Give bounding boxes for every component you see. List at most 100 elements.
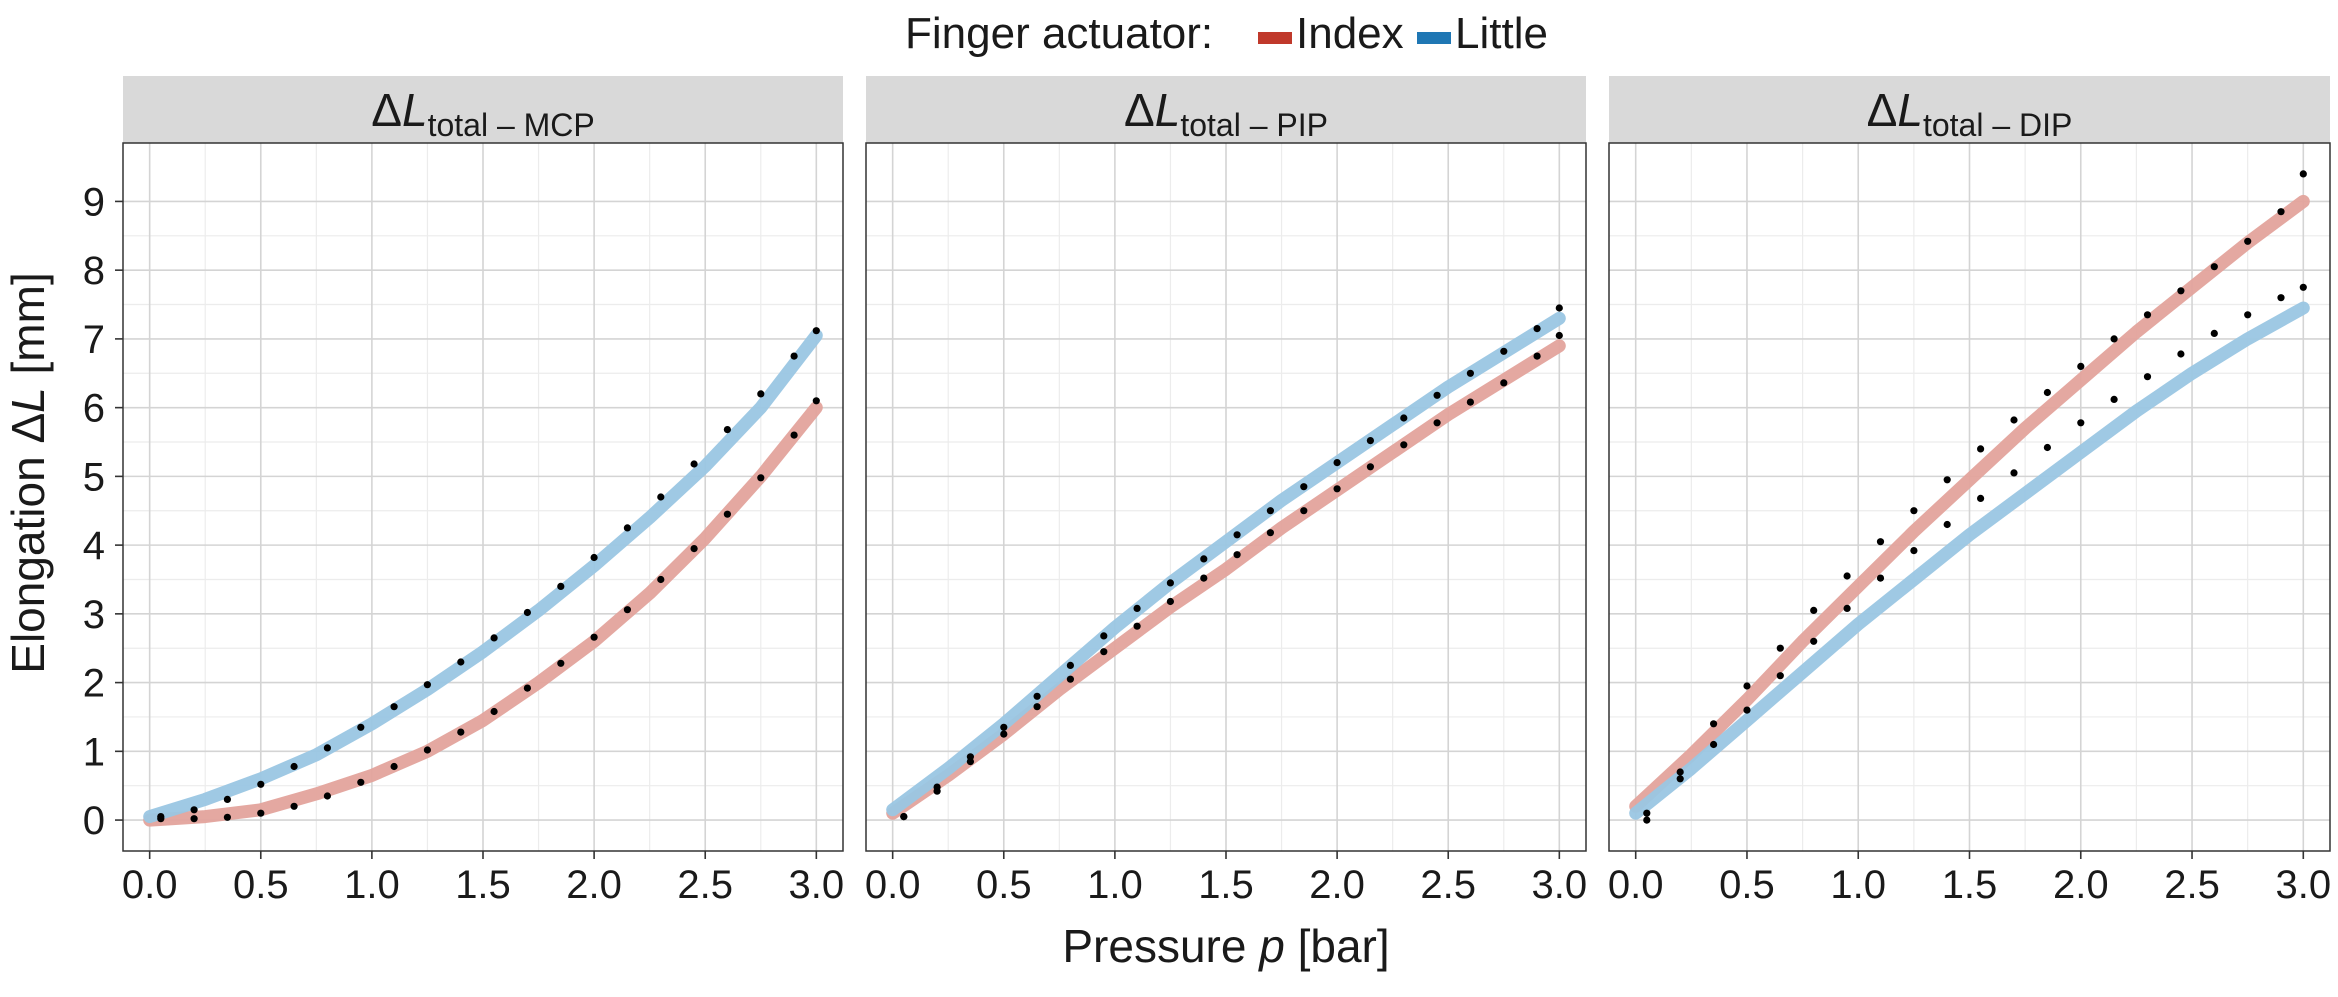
data-point-index bbox=[557, 659, 565, 667]
data-points bbox=[157, 327, 820, 823]
y-tick-label: 9 bbox=[83, 180, 105, 224]
data-point-little bbox=[2177, 350, 2185, 358]
data-point-little bbox=[1266, 507, 1274, 515]
data-point-index bbox=[657, 575, 665, 584]
x-tick-label: 1.0 bbox=[1830, 863, 1886, 907]
data-point-index bbox=[1033, 703, 1041, 711]
x-axis: 0.0 0.5 1.0 1.5 2.0 2.5 3.0 bbox=[1608, 851, 2331, 907]
data-point-little bbox=[1910, 547, 1918, 555]
data-point-little bbox=[790, 352, 798, 360]
data-point-little bbox=[1000, 723, 1008, 731]
data-point-index bbox=[757, 474, 765, 482]
data-point-index bbox=[2299, 170, 2307, 178]
data-point-little bbox=[757, 390, 765, 398]
y-tick-label: 4 bbox=[83, 524, 105, 568]
data-point-little bbox=[2299, 283, 2307, 291]
data-point-index bbox=[1333, 485, 1341, 493]
data-point-little bbox=[1810, 637, 1818, 645]
data-point-little bbox=[323, 744, 331, 752]
data-point-little bbox=[1333, 459, 1341, 467]
x-axis: 0.0 0.5 1.0 1.5 2.0 2.5 3.0 bbox=[865, 851, 1587, 907]
x-tick-label: 2.5 bbox=[677, 863, 733, 907]
data-point-little bbox=[2010, 469, 2018, 477]
data-point-little bbox=[590, 553, 598, 562]
data-point-index bbox=[2244, 237, 2252, 245]
data-point-index bbox=[1366, 463, 1374, 471]
data-point-little bbox=[1555, 304, 1563, 312]
data-point-index bbox=[1266, 529, 1274, 537]
y-axis: 0 1 2 3 4 5 6 7 8 9 bbox=[83, 180, 123, 843]
x-tick-label: 1.5 bbox=[1198, 863, 1254, 907]
data-point-index bbox=[290, 802, 298, 810]
x-tick-label: 1.5 bbox=[1942, 863, 1998, 907]
data-point-index bbox=[190, 815, 198, 823]
data-point-index bbox=[2010, 416, 2018, 424]
y-tick-label: 8 bbox=[83, 249, 105, 293]
data-point-little bbox=[1500, 347, 1508, 355]
fit-line-index bbox=[1629, 194, 2310, 813]
y-tick-label: 7 bbox=[83, 318, 105, 362]
data-point-index bbox=[2143, 311, 2152, 319]
data-point-little bbox=[557, 582, 565, 591]
data-point-little bbox=[1233, 531, 1241, 539]
data-point-index bbox=[1843, 572, 1851, 580]
legend-swatch-index bbox=[1258, 32, 1292, 44]
data-point-index bbox=[1066, 675, 1074, 683]
data-point-little bbox=[1066, 661, 1074, 670]
x-tick-label: 2.0 bbox=[566, 863, 622, 907]
fit-line-little bbox=[1629, 301, 2310, 820]
data-point-index bbox=[723, 510, 732, 518]
data-point-little bbox=[1433, 391, 1441, 399]
data-point-index bbox=[1776, 644, 1784, 652]
panel-strip bbox=[123, 76, 843, 143]
strip-var: L bbox=[1155, 84, 1181, 136]
data-point-index bbox=[1100, 648, 1108, 656]
x-tick-label: 0.0 bbox=[1608, 863, 1664, 907]
x-axis: 0.0 0.5 1.0 1.5 2.0 2.5 3.0 bbox=[122, 851, 844, 907]
x-tick-label: 3.0 bbox=[789, 863, 845, 907]
data-point-index bbox=[223, 813, 231, 821]
legend-title: Finger actuator: bbox=[905, 9, 1213, 58]
data-point-index bbox=[1743, 682, 1751, 690]
strip-var: L bbox=[402, 84, 428, 136]
data-point-index bbox=[1500, 379, 1508, 387]
data-points bbox=[900, 304, 1563, 821]
data-point-little bbox=[1743, 706, 1751, 714]
data-point-little bbox=[1300, 483, 1308, 491]
data-point-little bbox=[812, 327, 820, 335]
x-tick-label: 0.5 bbox=[1719, 863, 1775, 907]
data-point-little bbox=[457, 658, 465, 666]
data-point-little bbox=[490, 634, 498, 642]
legend: Finger actuator: Index Little bbox=[905, 9, 1548, 58]
data-points bbox=[1643, 170, 2307, 824]
data-point-index bbox=[1555, 331, 1563, 340]
data-point-little bbox=[1100, 632, 1108, 640]
data-point-index bbox=[257, 809, 265, 817]
data-point-index bbox=[357, 778, 365, 786]
strip-delta: Δ bbox=[1867, 84, 1898, 136]
data-point-index bbox=[1676, 768, 1684, 776]
data-point-little bbox=[1776, 672, 1784, 680]
data-point-little bbox=[2244, 311, 2252, 319]
strip-subscript: total bbox=[1923, 107, 1983, 143]
y-tick-label: 2 bbox=[83, 662, 105, 706]
strip-joint: – PIP bbox=[1241, 107, 1328, 143]
data-point-little bbox=[1400, 414, 1408, 422]
x-tick-label: 2.5 bbox=[2164, 863, 2220, 907]
data-point-index bbox=[1943, 476, 1951, 484]
x-tick-label: 0.5 bbox=[976, 863, 1032, 907]
data-point-little bbox=[1943, 520, 1951, 529]
legend-label-index: Index bbox=[1296, 9, 1404, 58]
data-point-index bbox=[323, 792, 331, 800]
data-point-index bbox=[2210, 263, 2218, 271]
y-tick-label: 3 bbox=[83, 593, 105, 637]
data-point-little bbox=[1166, 579, 1174, 587]
data-point-little bbox=[1643, 809, 1651, 817]
data-point-little bbox=[390, 703, 398, 711]
strip-subscript: total bbox=[428, 107, 488, 143]
data-point-index bbox=[1000, 730, 1008, 738]
panel-2: ΔLtotal – PIP 0.0 0.5 1.0 1.5 2.0 2.5 3.0 bbox=[865, 76, 1587, 907]
data-point-little bbox=[2210, 329, 2218, 337]
data-point-little bbox=[2277, 294, 2285, 302]
y-tick-label: 5 bbox=[83, 455, 105, 499]
